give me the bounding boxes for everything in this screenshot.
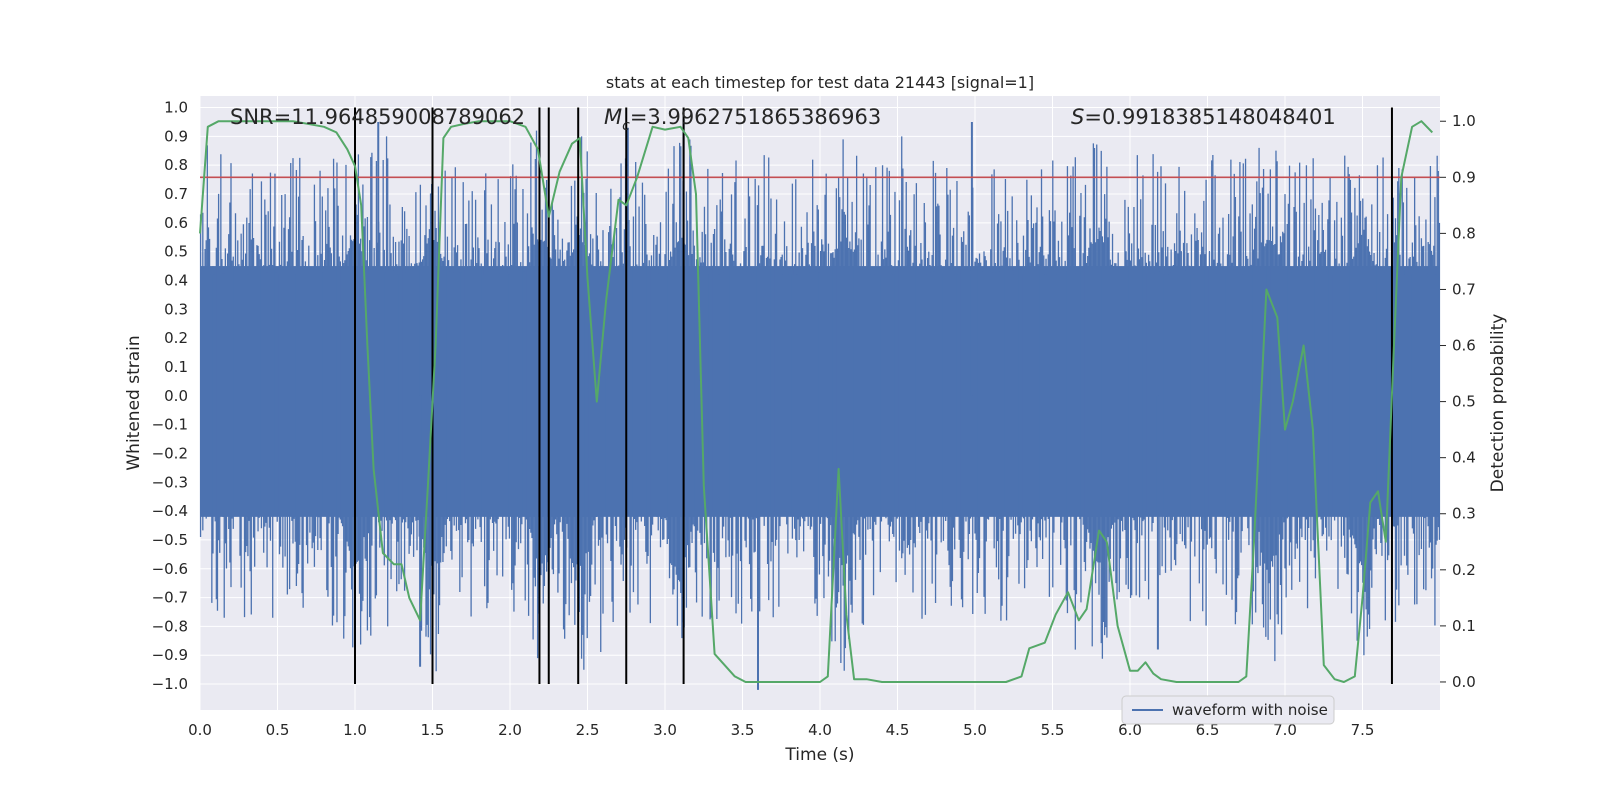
legend: waveform with noise <box>1121 695 1335 725</box>
y-axis-label-left: Whitened strain <box>124 335 144 470</box>
x-axis-label: Time (s) <box>784 745 854 765</box>
y-tick-label-left: 0.4 <box>164 271 188 289</box>
x-tick-label: 0.0 <box>188 721 212 739</box>
x-tick-label: 4.0 <box>808 721 832 739</box>
y-tick-label-right: 0.9 <box>1452 168 1476 186</box>
y-tick-label-left: 0.3 <box>164 300 188 318</box>
y-tick-label-left: 0.2 <box>164 329 188 347</box>
score-symbol: S <box>1071 105 1084 129</box>
x-tick-label: 1.5 <box>421 721 445 739</box>
y-tick-label-left: −0.6 <box>152 560 188 578</box>
chirp-mass-symbol: M <box>604 105 622 129</box>
x-tick-label: 0.5 <box>266 721 290 739</box>
tick-labels: 0.0 0.5 1.0 1.5 2.0 2.5 3.0 3.5 4.0 4.5 5.0 5.5 6.0 6… <box>152 99 1476 739</box>
y-tick-label-left: 0.1 <box>164 358 188 376</box>
x-tick-label: 6.5 <box>1196 721 1220 739</box>
snr-score-annotation: S=0.9918385148048401 <box>1071 105 1336 129</box>
y-tick-label-left: 0.8 <box>164 156 188 174</box>
snr-annotation: SNR=11.964859008789062 <box>230 105 525 129</box>
y-tick-label-right: 0.7 <box>1452 280 1476 298</box>
x-tick-label: 7.0 <box>1273 721 1297 739</box>
y-tick-label-left: 0.0 <box>164 387 188 405</box>
y-tick-label-right: 0.5 <box>1452 393 1476 411</box>
score-value: =0.9918385148048401 <box>1084 105 1335 129</box>
x-tick-label: 1.0 <box>343 721 367 739</box>
y-tick-label-left: −0.5 <box>152 531 188 549</box>
y-tick-label-left: −0.1 <box>152 416 188 434</box>
y-tick-label-right: 0.3 <box>1452 505 1476 523</box>
y-tick-label-left: 0.9 <box>164 127 188 145</box>
x-tick-label: 3.5 <box>731 721 755 739</box>
chart-title: stats at each timestep for test data 214… <box>606 73 1034 92</box>
y-tick-label-right: 0.4 <box>1452 449 1476 467</box>
x-tick-label: 4.5 <box>886 721 910 739</box>
y-tick-label-left: −0.9 <box>152 646 188 664</box>
x-tick-label: 6.0 <box>1118 721 1142 739</box>
y-tick-label-right: 0.0 <box>1452 673 1476 691</box>
x-tick-label: 2.0 <box>498 721 522 739</box>
y-tick-label-right: 0.1 <box>1452 617 1476 635</box>
x-tick-label: 7.5 <box>1351 721 1375 739</box>
x-tick-label: 3.0 <box>653 721 677 739</box>
y-tick-label-right: 1.0 <box>1452 112 1476 130</box>
y-tick-label-left: 0.7 <box>164 185 188 203</box>
y-tick-label-left: 0.5 <box>164 243 188 261</box>
chirp-mass-subscript: c <box>622 118 630 134</box>
y-axis-label-right: Detection probability <box>1488 314 1508 493</box>
y-tick-label-left: −0.7 <box>152 589 188 607</box>
chirp-mass-annotation: Mc=3.9962751865386963 <box>604 105 881 134</box>
y-tick-label-left: 1.0 <box>164 99 188 117</box>
probability-series <box>199 120 1434 683</box>
probability-line <box>199 120 1434 683</box>
y-tick-label-left: 0.6 <box>164 214 188 232</box>
y-tick-label-right: 0.8 <box>1452 224 1476 242</box>
x-tick-label: 5.0 <box>963 721 987 739</box>
y-tick-label-left: −0.3 <box>152 473 188 491</box>
y-tick-label-left: −0.4 <box>152 502 188 520</box>
y-tick-label-left: −0.8 <box>152 617 188 635</box>
chirp-mass-value: =3.9962751865386963 <box>630 105 881 129</box>
y-tick-label-right: 0.6 <box>1452 337 1476 355</box>
y-tick-label-left: −1.0 <box>152 675 188 693</box>
x-tick-label: 5.5 <box>1041 721 1065 739</box>
y-tick-label-right: 0.2 <box>1452 561 1476 579</box>
y-tick-label-left: −0.2 <box>152 444 188 462</box>
legend-box <box>1121 695 1335 725</box>
x-tick-label: 2.5 <box>576 721 600 739</box>
legend-label: waveform with noise <box>1172 701 1328 719</box>
